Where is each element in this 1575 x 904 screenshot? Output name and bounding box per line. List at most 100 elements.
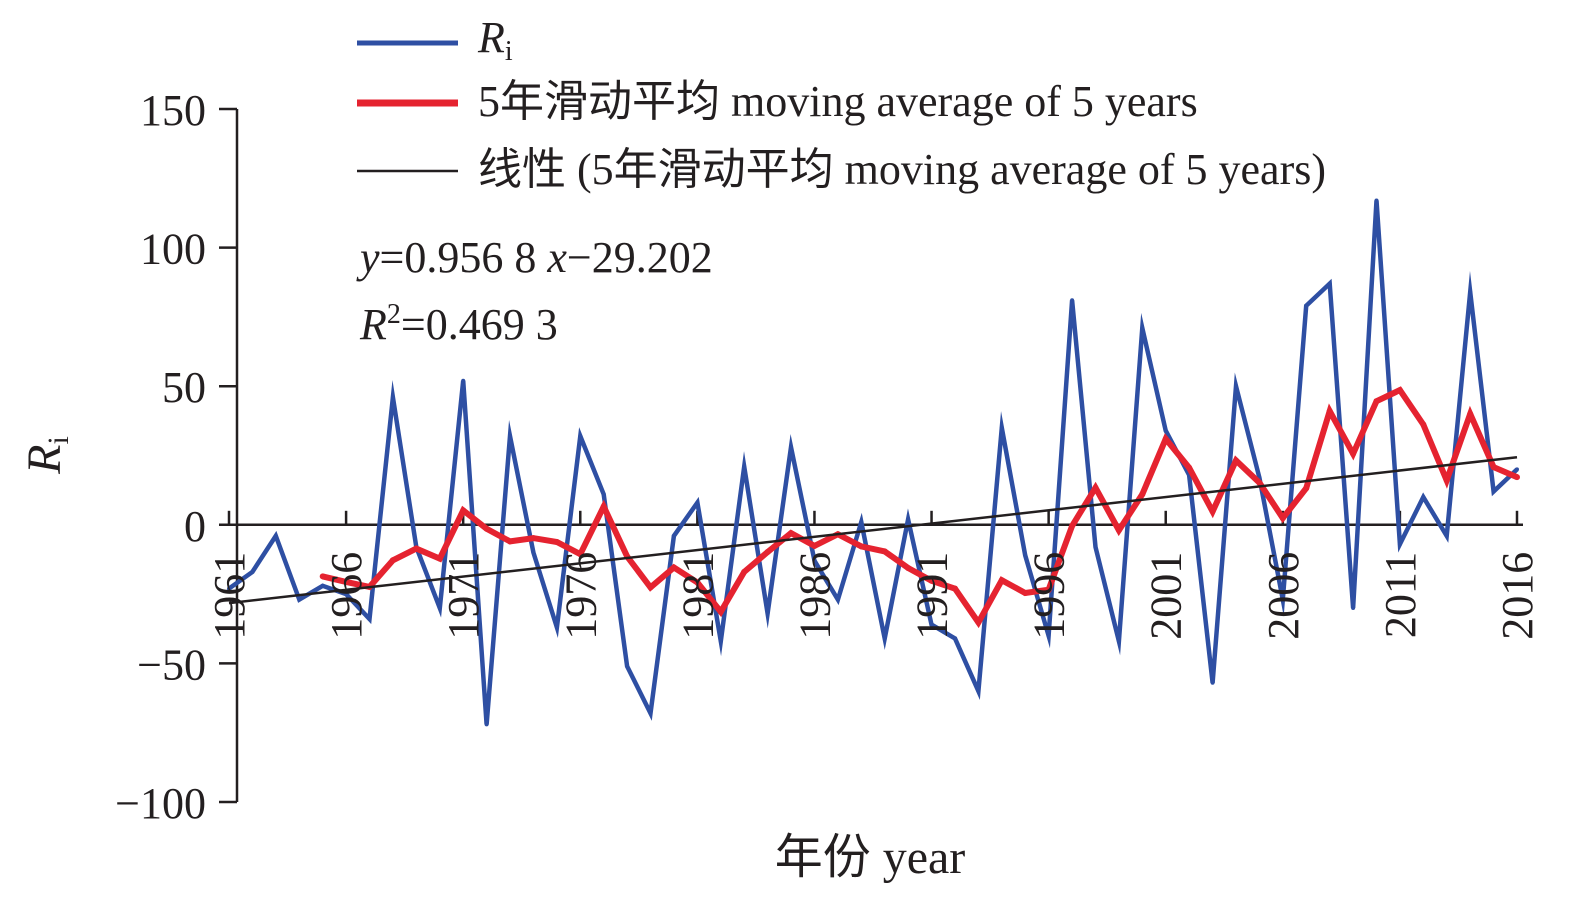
ri-point <box>976 689 981 694</box>
ri-point <box>554 625 559 630</box>
moving-average-point <box>998 577 1005 584</box>
moving-average-point <box>319 573 326 580</box>
y-tick-label: 50 <box>162 363 206 412</box>
x-tick-labels: 1961 1966 1971 1976 1981 1986 1991 1996 2001 2006… <box>205 552 1542 640</box>
moving-average-point <box>436 555 443 562</box>
ri-point <box>1210 680 1215 685</box>
ri-point <box>1093 545 1098 549</box>
x-tick-label: 2001 <box>1142 552 1191 640</box>
moving-average-point <box>1209 508 1216 515</box>
moving-average-point <box>881 548 888 555</box>
ri-point <box>1116 639 1121 644</box>
moving-average-point <box>553 539 560 545</box>
ri-point <box>1070 298 1075 303</box>
moving-average-point <box>483 525 490 532</box>
ri-point <box>1234 384 1238 389</box>
x-tick-label: 1981 <box>673 552 722 640</box>
moving-average-point <box>600 503 607 510</box>
ri-point <box>484 722 489 727</box>
ri-point <box>1351 606 1356 610</box>
moving-average-point <box>741 568 748 575</box>
x-tick-label: 1976 <box>556 552 605 640</box>
moving-average-point <box>1256 479 1263 486</box>
moving-average-point <box>1490 464 1497 471</box>
ri-point <box>742 464 747 469</box>
ri-point <box>1304 303 1309 308</box>
moving-average-point <box>413 545 420 552</box>
axes: 150 100 50 0 −50 −100 <box>115 86 1523 828</box>
series-ri-line <box>227 200 1519 725</box>
ri-point <box>765 611 770 616</box>
ri-point <box>812 558 817 563</box>
ri-point <box>1397 542 1402 547</box>
trend-annotation: y=0.956 8 x−29.202 R2=0.469 3 <box>356 233 713 349</box>
x-tick-label: 2011 <box>1376 552 1425 638</box>
moving-average-point <box>788 530 794 537</box>
moving-average-point <box>717 608 724 615</box>
x-tick-label: 2016 <box>1493 552 1542 640</box>
moving-average-point <box>975 619 982 626</box>
series-moving-average-line <box>322 386 1519 629</box>
x-tick-label: 1996 <box>1025 552 1074 640</box>
legend-label-linear-trend: 线性 (5年滑动平均 moving average of 5 years) <box>478 145 1326 194</box>
y-tick-label: 150 <box>140 86 206 135</box>
moving-average-point <box>1092 484 1099 491</box>
ri-point <box>437 606 442 610</box>
moving-average-point <box>1467 410 1474 417</box>
ri-point <box>601 492 606 497</box>
legend: Ri 5年滑动平均 moving average of 5 years 线性 (… <box>357 13 1326 194</box>
moving-average-point <box>1279 515 1286 522</box>
ri-point <box>1374 198 1379 203</box>
ri-point <box>625 664 630 669</box>
ri-point <box>531 550 536 555</box>
ri-point <box>578 434 583 439</box>
moving-average-point <box>577 551 584 558</box>
ri-point <box>461 378 466 383</box>
legend-label-moving-average: 5年滑动平均 moving average of 5 years <box>478 77 1198 126</box>
ri-point <box>1444 533 1449 538</box>
ri-point <box>1023 553 1028 558</box>
moving-average-point <box>952 585 958 592</box>
moving-average-point <box>905 565 912 571</box>
moving-average-point <box>670 564 677 571</box>
moving-average-point <box>460 507 467 514</box>
y-tick-label: 100 <box>140 225 206 274</box>
ri-point <box>1046 633 1051 638</box>
ri-point <box>344 592 349 597</box>
moving-average-point <box>530 535 537 542</box>
ri-point <box>859 520 864 524</box>
ri-point <box>227 586 231 591</box>
moving-average-point <box>1443 477 1450 484</box>
moving-average-point <box>1162 435 1169 442</box>
y-tick-label: 0 <box>184 502 206 551</box>
x-tick-label: 1991 <box>908 552 957 640</box>
moving-average-point <box>343 578 350 585</box>
ri-point <box>929 622 934 627</box>
moving-average-point <box>694 579 701 586</box>
moving-average-point <box>1514 474 1520 481</box>
moving-average-point <box>389 557 396 564</box>
ri-point <box>273 533 278 538</box>
ri-point <box>367 617 372 621</box>
legend-label-ri: Ri <box>477 13 513 67</box>
x-axis-title: 年份 year <box>775 831 966 884</box>
moving-average-point <box>647 584 654 591</box>
moving-average-point <box>764 549 771 555</box>
ri-point <box>1468 290 1473 294</box>
y-tick-label: −100 <box>115 779 206 828</box>
moving-average-point <box>1420 421 1427 428</box>
trend-r-squared: R2=0.469 3 <box>359 299 558 349</box>
ri-point <box>835 597 840 602</box>
ri-point <box>718 639 723 644</box>
ri-point <box>1280 597 1285 602</box>
ri-point <box>297 597 302 602</box>
ri-point <box>320 583 325 588</box>
moving-average-point <box>1139 491 1146 498</box>
ri-point <box>953 636 957 641</box>
ri-point <box>695 500 700 505</box>
ri-point <box>882 636 887 641</box>
moving-average-point <box>1069 522 1076 529</box>
ri-point <box>648 711 653 716</box>
